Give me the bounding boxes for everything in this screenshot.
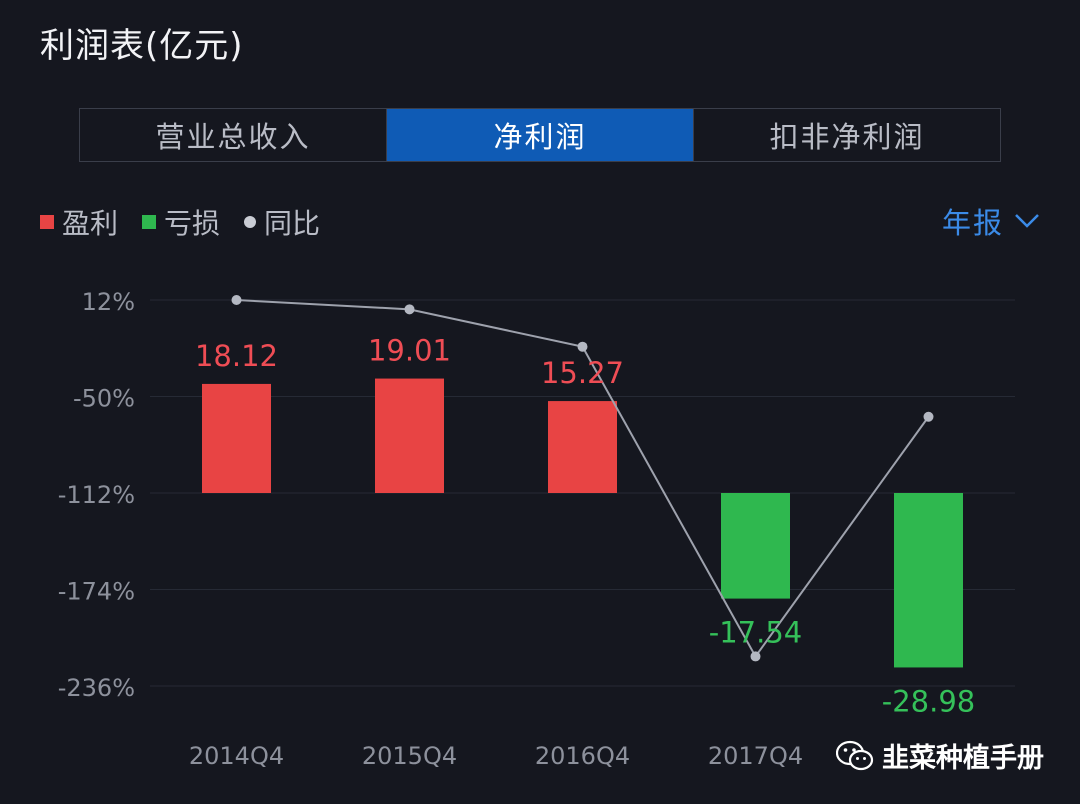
legend-label-profit: 盈利 — [62, 207, 119, 240]
y-tick-label: -174% — [58, 578, 135, 606]
watermark-text: 韭菜种植手册 — [882, 743, 1044, 774]
tab-total-revenue[interactable]: 营业总收入 — [80, 109, 387, 161]
profit-bar — [548, 401, 617, 493]
tab-deducted-net-profit[interactable]: 扣非净利润 — [769, 120, 925, 154]
value-label: 19.01 — [368, 334, 451, 368]
yoy-point — [231, 295, 242, 305]
y-tick-label: -236% — [58, 674, 135, 702]
x-tick-label: 2017Q4 — [708, 742, 803, 770]
y-tick-label: -112% — [58, 481, 135, 509]
legend-label-yoy: 同比 — [264, 207, 321, 240]
tab-net-profit[interactable]: 净利润 — [387, 109, 694, 161]
value-label: 18.12 — [195, 339, 278, 373]
legend-item-profit: 盈利 — [40, 202, 118, 242]
x-tick-label: 2014Q4 — [189, 742, 284, 770]
yoy-point — [750, 651, 761, 662]
yoy-point — [404, 304, 415, 315]
yoy-dot-icon — [244, 216, 257, 228]
profit-swatch-icon — [40, 215, 54, 229]
legend-item-yoy: 同比 — [244, 202, 320, 242]
y-tick-label: 12% — [82, 288, 135, 316]
loss-bar — [894, 493, 963, 668]
yoy-point — [923, 411, 934, 422]
chart-legend: 盈利 亏损 同比 — [40, 202, 344, 242]
yoy-point — [577, 341, 588, 352]
legend-item-loss: 亏损 — [142, 202, 220, 242]
wechat-icon — [836, 740, 874, 770]
value-label: -28.98 — [882, 684, 976, 718]
profit-bar — [202, 383, 271, 493]
y-tick-label: -50% — [73, 385, 135, 413]
page-title: 利润表(亿元) — [40, 26, 244, 66]
legend-label-loss: 亏损 — [164, 207, 221, 240]
profit-bar — [375, 378, 444, 493]
chevron-down-icon — [1015, 214, 1039, 228]
x-tick-label: 2016Q4 — [535, 742, 630, 770]
value-label: -17.54 — [709, 616, 803, 650]
x-tick-label: 2015Q4 — [362, 742, 457, 770]
period-label: 年报 — [941, 206, 1004, 240]
period-selector[interactable]: 年报 — [942, 200, 1040, 242]
loss-swatch-icon — [142, 215, 157, 229]
loss-bar — [721, 493, 790, 599]
value-label: 15.27 — [541, 356, 624, 390]
metric-tabs: 营业总收入 净利润 扣非净利润 — [79, 108, 1001, 162]
watermark: 韭菜种植手册 — [836, 736, 1044, 775]
